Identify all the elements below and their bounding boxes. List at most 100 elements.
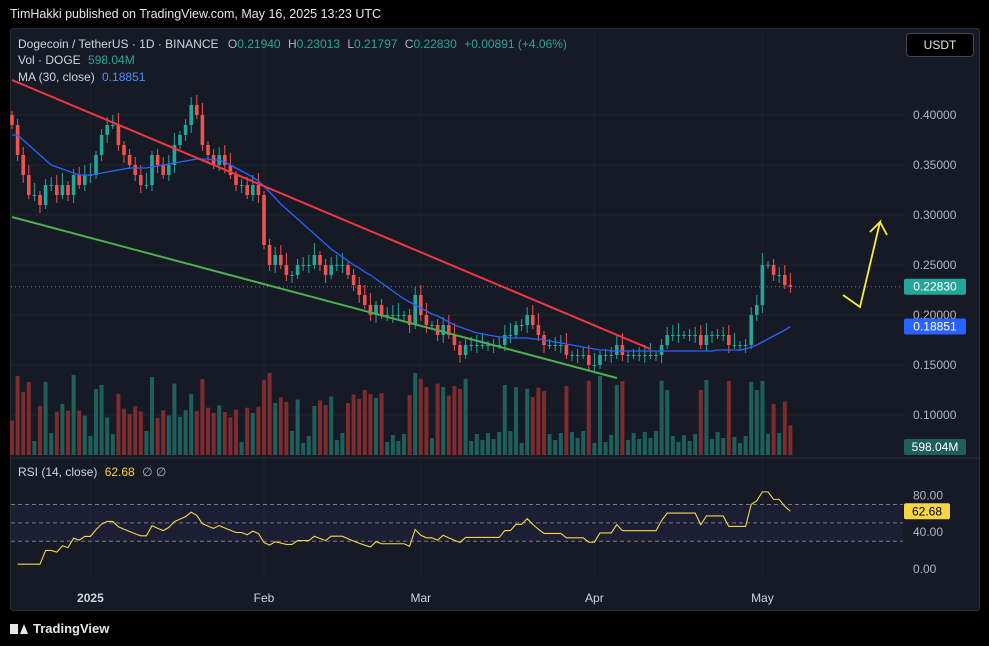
volume-bar (508, 431, 513, 455)
volume-bar (502, 385, 507, 455)
volume-bar (530, 397, 535, 455)
volume-bar (704, 380, 709, 455)
volume-bar (665, 390, 670, 455)
volume-bar (88, 436, 93, 455)
candle-body (60, 185, 65, 195)
volume-bar (620, 381, 625, 455)
rsi-label: RSI (14, close) (18, 465, 98, 479)
candle-body (10, 115, 14, 125)
legend-volume-row: Vol · DOGE 598.04M (18, 53, 135, 67)
candle-body (43, 185, 48, 205)
volume-bar (278, 397, 283, 455)
volume-bar (301, 443, 306, 455)
candle-body (363, 295, 367, 305)
candle-body (122, 145, 126, 155)
volume-bar (245, 407, 250, 455)
high-label: H (287, 37, 297, 51)
candle-body (38, 195, 42, 205)
volume-bar (189, 393, 194, 455)
volume-bar (318, 400, 322, 455)
candle-body (419, 295, 423, 315)
candle-body (379, 305, 384, 315)
volume-bar (519, 443, 524, 455)
volume-bar (676, 442, 681, 455)
price-tick-label: 0.10000 (913, 408, 957, 422)
candle-body (497, 345, 501, 346)
candle-body (771, 265, 776, 275)
tradingview-brand[interactable]: TradingView (10, 621, 109, 636)
volume-bar (441, 387, 446, 455)
candle-body (637, 355, 641, 356)
candle-body (559, 345, 563, 346)
candle-body (648, 355, 653, 356)
chart-frame[interactable] (10, 28, 980, 611)
candle-body (66, 185, 70, 195)
candle-body (665, 335, 669, 345)
volume-bar (430, 438, 434, 455)
candle-body (486, 345, 490, 346)
candle-body (144, 185, 149, 186)
candle-body (553, 345, 557, 346)
volume-bar (491, 439, 496, 455)
candle-body (94, 155, 98, 175)
volume-bar (222, 412, 227, 455)
candle-body (15, 125, 20, 155)
candle-body (189, 105, 193, 125)
candle-body (441, 325, 445, 335)
volume-bar (553, 440, 558, 455)
volume-bar (710, 439, 714, 455)
candle-body (273, 255, 277, 265)
candle-body (396, 315, 401, 316)
candle-body (676, 335, 681, 336)
volume-bar (32, 441, 37, 455)
candle-body (592, 365, 597, 366)
volume-bar (446, 395, 451, 455)
candle-body (710, 335, 714, 336)
candle-body (251, 185, 255, 195)
volume-value-tag-bg (904, 439, 966, 455)
volume-bar (536, 387, 541, 455)
candle-body (788, 285, 793, 287)
volume-bar (413, 373, 418, 455)
volume-bar (71, 374, 76, 455)
close-value: 0.22830 (413, 37, 457, 51)
volume-bar (693, 434, 698, 455)
volume-bar (715, 432, 720, 455)
candle-body (200, 115, 205, 145)
low-label: L (347, 37, 355, 51)
high-value: 0.23013 (296, 37, 341, 51)
price-axis: 0.400000.350000.300000.250000.200000.150… (904, 108, 966, 455)
candle-body (116, 125, 121, 145)
volume-bar (754, 390, 759, 455)
candle-body (27, 175, 31, 195)
candle-body (402, 315, 406, 316)
open-label: O (227, 37, 238, 51)
time-tick-label: Feb (254, 591, 275, 605)
candle-body (391, 315, 395, 316)
price-tick-label: 0.40000 (913, 108, 957, 122)
volume-bar (334, 440, 339, 455)
volume-bar (346, 403, 350, 455)
candle-body (738, 345, 742, 346)
volume-bar (206, 407, 210, 455)
currency-button[interactable]: USDT (906, 33, 974, 57)
time-axis: 2025 Feb Mar Apr May (77, 591, 774, 605)
volume-bar (99, 385, 104, 455)
candle-body (284, 265, 289, 275)
last-price-tag: 0.22830 (913, 280, 957, 294)
volume-bar (732, 437, 737, 455)
candle-body (368, 305, 373, 315)
volume-bar (738, 443, 742, 455)
candle-body (519, 325, 524, 326)
price-tick-label: 0.25000 (913, 258, 957, 272)
candle-body (183, 125, 188, 135)
volume-bar (766, 434, 770, 455)
candle-body (161, 165, 165, 175)
resistance-trendline (11, 79, 651, 350)
candle-body (687, 335, 692, 336)
candle-body (609, 355, 613, 356)
candle-body (659, 345, 664, 355)
ma-value-tag-bg (904, 318, 966, 335)
candle-body (351, 275, 356, 285)
